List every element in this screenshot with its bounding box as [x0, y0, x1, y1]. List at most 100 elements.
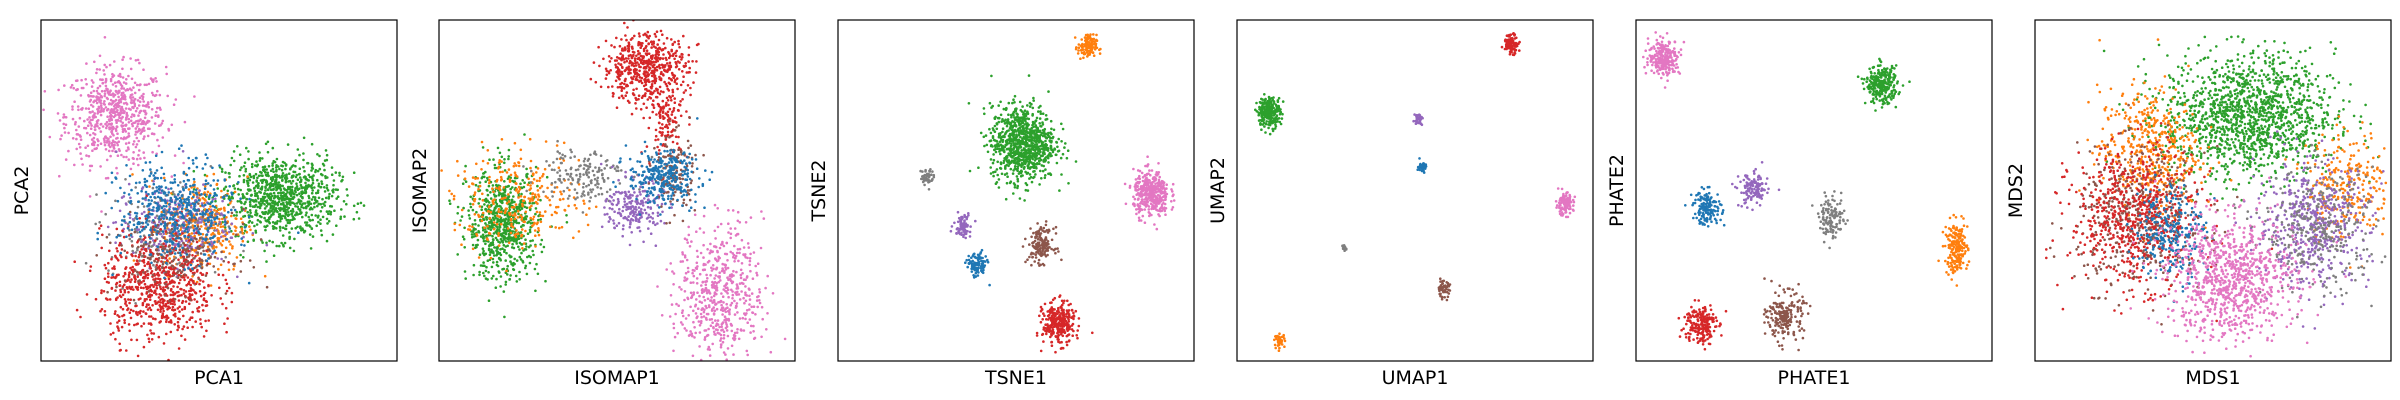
scatter-point — [183, 338, 187, 341]
scatter-point — [308, 233, 312, 236]
scatter-point — [346, 194, 349, 197]
scatter-point — [652, 106, 656, 109]
scatter-point — [209, 215, 212, 218]
scatter-point — [197, 191, 200, 195]
scatter-point — [191, 280, 195, 283]
scatter-point — [296, 148, 300, 151]
scatter-point — [274, 166, 278, 169]
scatter-point — [220, 243, 224, 247]
scatter-point — [178, 199, 182, 203]
scatter-point — [193, 180, 196, 184]
scatter-point — [145, 305, 148, 309]
scatter-point — [116, 105, 120, 109]
scatter-point — [218, 237, 221, 240]
scatter-point — [227, 210, 230, 214]
scatter-point — [182, 224, 186, 227]
scatter-point — [310, 184, 313, 187]
scatter-point — [155, 110, 158, 114]
scatter-point — [98, 127, 101, 130]
scatter-point — [134, 251, 138, 254]
scatter-point — [217, 273, 220, 277]
scatter-point — [124, 202, 128, 205]
scatter-point — [145, 292, 148, 295]
scatter-point — [247, 150, 250, 153]
scatter-point — [132, 259, 136, 262]
scatter-point — [142, 238, 145, 241]
scatter-point — [157, 114, 160, 117]
scatter-point — [134, 109, 138, 113]
scatter-point — [107, 93, 111, 96]
scatter-point — [218, 286, 221, 290]
scatter-point — [159, 307, 163, 311]
scatter-point — [179, 254, 182, 257]
scatter-point — [267, 196, 271, 199]
scatter-point — [247, 215, 251, 219]
scatter-point — [525, 175, 529, 179]
scatter-point — [119, 75, 122, 78]
scatter-point — [471, 230, 475, 234]
scatter-point — [278, 229, 282, 232]
scatter-point — [182, 264, 185, 267]
scatter-point — [79, 315, 82, 319]
scatter-point — [464, 277, 468, 280]
scatter-point — [197, 202, 200, 205]
scatter-point — [510, 201, 513, 204]
scatter-point — [182, 187, 185, 191]
scatter-point — [240, 206, 243, 209]
scatter-point — [100, 106, 103, 110]
scatter-point — [658, 114, 662, 118]
scatter-point — [160, 206, 164, 210]
scatter-point — [261, 174, 264, 177]
scatter-point — [136, 58, 140, 62]
scatter-point — [182, 289, 186, 292]
scatter-point — [155, 80, 158, 83]
scatter-point — [298, 176, 302, 179]
scatter-point — [189, 238, 193, 241]
scatter-point — [153, 190, 157, 193]
scatter-point — [513, 257, 516, 261]
scatter-point — [194, 291, 198, 295]
scatter-point — [325, 158, 329, 162]
scatter-point — [234, 217, 237, 220]
scatter-point — [143, 264, 147, 268]
scatter-point — [192, 177, 196, 181]
scatter-point — [684, 62, 687, 65]
scatter-point — [118, 72, 122, 76]
scatter-point — [102, 102, 105, 105]
scatter-point — [89, 127, 93, 130]
scatter-point — [191, 254, 194, 257]
scatter-point — [197, 199, 201, 202]
scatter-point — [266, 150, 270, 154]
scatter-point — [623, 21, 626, 25]
scatter-point — [310, 142, 314, 146]
scatter-point — [626, 44, 630, 48]
scatter-point — [130, 188, 133, 192]
scatter-point — [499, 248, 502, 251]
scatter-point — [264, 225, 268, 229]
scatter-point — [648, 162, 651, 165]
scatter-point — [463, 226, 466, 230]
scatter-point — [255, 223, 259, 226]
scatter-point — [298, 167, 302, 170]
scatter-point — [202, 249, 205, 253]
scatter-point — [314, 170, 317, 174]
scatter-point — [478, 197, 482, 201]
scatter-point — [177, 230, 180, 233]
scatter-point — [136, 354, 140, 358]
scatter-point — [96, 119, 100, 122]
scatter-point — [491, 243, 495, 246]
scatter-point — [309, 202, 313, 206]
scatter-point — [216, 187, 219, 190]
scatter-point — [662, 105, 665, 108]
scatter-point — [93, 128, 97, 131]
scatter-point — [314, 214, 318, 217]
scatter-point — [671, 42, 675, 46]
scatter-point — [263, 207, 267, 210]
scatter-point — [145, 185, 148, 188]
scatter-point — [103, 143, 107, 147]
scatter-point — [334, 171, 338, 174]
scatter-point — [120, 109, 124, 112]
scatter-point — [71, 105, 74, 108]
scatter-point — [202, 253, 206, 256]
scatter-point — [638, 65, 641, 69]
